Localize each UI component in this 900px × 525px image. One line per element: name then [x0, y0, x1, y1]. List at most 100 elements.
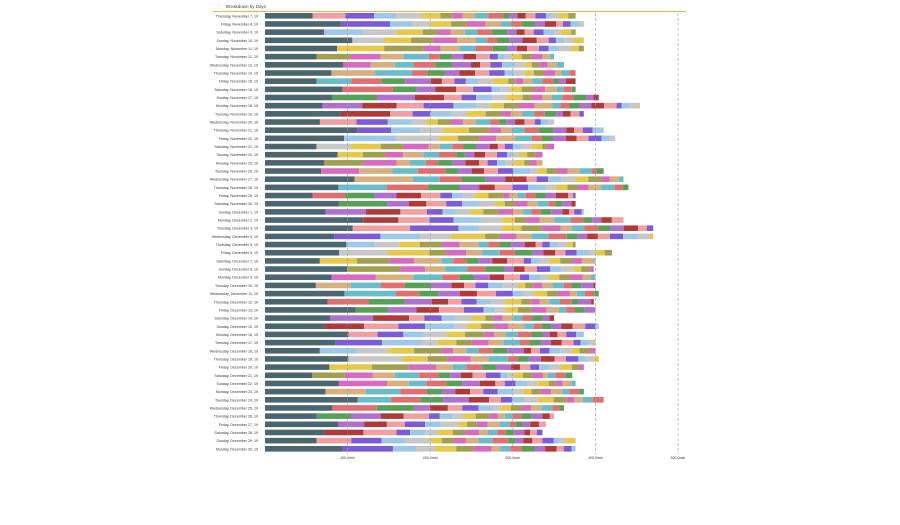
bar-segment[interactable]	[319, 119, 357, 125]
bar-segment[interactable]	[444, 70, 460, 76]
bar-segment[interactable]	[265, 119, 320, 125]
bar-segment[interactable]	[425, 421, 442, 428]
bar-segment[interactable]	[525, 192, 536, 199]
bar-segment[interactable]	[614, 184, 623, 191]
bar-segment[interactable]	[265, 62, 344, 68]
bar-segment[interactable]	[534, 290, 548, 297]
bar-segment[interactable]	[548, 119, 555, 125]
bar-segment[interactable]	[569, 102, 580, 109]
bar-segment[interactable]	[511, 364, 521, 370]
bar-segment[interactable]	[429, 249, 447, 256]
bar-segment[interactable]	[497, 413, 505, 419]
bar-segment[interactable]	[593, 282, 596, 289]
bar-segment[interactable]	[485, 21, 502, 27]
bar-segment[interactable]	[510, 446, 522, 452]
bar-segment[interactable]	[524, 119, 535, 125]
bar-segment[interactable]	[348, 356, 403, 362]
bar-segment[interactable]	[446, 249, 466, 256]
bar-segment[interactable]	[489, 413, 498, 419]
bar-segment[interactable]	[465, 429, 480, 436]
bar-segment[interactable]	[548, 364, 560, 370]
bar-segment[interactable]	[574, 209, 582, 215]
bar-segment[interactable]	[408, 364, 437, 370]
bar-segment[interactable]	[542, 241, 550, 248]
bar-segment[interactable]	[564, 37, 574, 44]
bar-segment[interactable]	[441, 421, 459, 428]
bar-segment[interactable]	[456, 86, 474, 93]
bar-segment[interactable]	[497, 37, 510, 44]
bar-segment[interactable]	[551, 339, 562, 346]
bar-segment[interactable]	[503, 339, 521, 346]
bar-segment[interactable]	[265, 78, 317, 84]
bar-segment[interactable]	[350, 413, 381, 419]
bar-segment[interactable]	[623, 233, 638, 240]
bar-segment[interactable]	[369, 298, 405, 305]
bar-segment[interactable]	[493, 315, 503, 321]
bar-segment[interactable]	[462, 13, 475, 19]
bar-segment[interactable]	[468, 127, 490, 133]
bar-segment[interactable]	[553, 437, 559, 444]
bar-segment[interactable]	[556, 86, 564, 93]
bar-segment[interactable]	[484, 331, 495, 338]
bar-segment[interactable]	[534, 111, 545, 117]
bar-segment[interactable]	[515, 380, 528, 387]
bar-segment[interactable]	[438, 429, 453, 436]
bar-segment[interactable]	[558, 437, 566, 444]
bar-segment[interactable]	[497, 151, 507, 158]
bar-segment[interactable]	[545, 192, 556, 199]
bar-segment[interactable]	[476, 421, 488, 428]
bar-segment[interactable]	[426, 200, 447, 207]
bar-segment[interactable]	[459, 290, 477, 297]
bar-segment[interactable]	[465, 249, 482, 256]
bar-segment[interactable]	[571, 86, 576, 93]
bar-segment[interactable]	[265, 135, 345, 142]
bar-segment[interactable]	[497, 143, 505, 150]
bar-segment[interactable]	[440, 13, 453, 19]
bar-segment[interactable]	[441, 315, 456, 321]
bar-segment[interactable]	[344, 372, 373, 379]
bar-segment[interactable]	[470, 388, 484, 395]
bar-segment[interactable]	[489, 70, 505, 76]
bar-segment[interactable]	[543, 70, 556, 76]
bar-segment[interactable]	[534, 102, 553, 109]
bar-segment[interactable]	[479, 184, 495, 191]
bar-segment[interactable]	[265, 380, 339, 387]
bar-segment[interactable]	[495, 380, 505, 387]
bar-segment[interactable]	[500, 396, 512, 403]
bar-segment[interactable]	[537, 380, 549, 387]
bar-segment[interactable]	[450, 372, 461, 379]
bar-segment[interactable]	[555, 200, 563, 207]
bar-segment[interactable]	[501, 21, 512, 27]
bar-segment[interactable]	[381, 437, 406, 444]
bar-segment[interactable]	[571, 45, 579, 52]
bar-segment[interactable]	[518, 282, 526, 289]
bar-segment[interactable]	[559, 45, 572, 52]
bar-segment[interactable]	[425, 160, 439, 166]
bar-segment[interactable]	[265, 266, 348, 272]
bar-segment[interactable]	[512, 184, 529, 191]
bar-segment[interactable]	[584, 290, 595, 297]
bar-segment[interactable]	[470, 209, 484, 215]
bar-segment[interactable]	[522, 21, 535, 27]
bar-segment[interactable]	[491, 29, 508, 35]
bar-segment[interactable]	[511, 111, 523, 117]
bar-segment[interactable]	[515, 119, 525, 125]
bar-segment[interactable]	[452, 413, 464, 419]
bar-segment[interactable]	[546, 168, 557, 174]
bar-segment[interactable]	[483, 388, 498, 395]
bar-segment[interactable]	[649, 233, 654, 240]
bar-segment[interactable]	[561, 323, 573, 330]
bar-segment[interactable]	[584, 307, 596, 313]
bar-segment[interactable]	[568, 13, 576, 19]
bar-segment[interactable]	[454, 323, 467, 330]
bar-segment[interactable]	[517, 192, 526, 199]
bar-segment[interactable]	[578, 298, 592, 305]
bar-segment[interactable]	[370, 62, 395, 68]
bar-segment[interactable]	[265, 356, 349, 362]
bar-segment[interactable]	[494, 184, 513, 191]
bar-segment[interactable]	[380, 282, 405, 289]
bar-segment[interactable]	[412, 176, 440, 182]
bar-segment[interactable]	[559, 274, 571, 281]
bar-segment[interactable]	[550, 13, 559, 19]
bar-segment[interactable]	[467, 21, 486, 27]
